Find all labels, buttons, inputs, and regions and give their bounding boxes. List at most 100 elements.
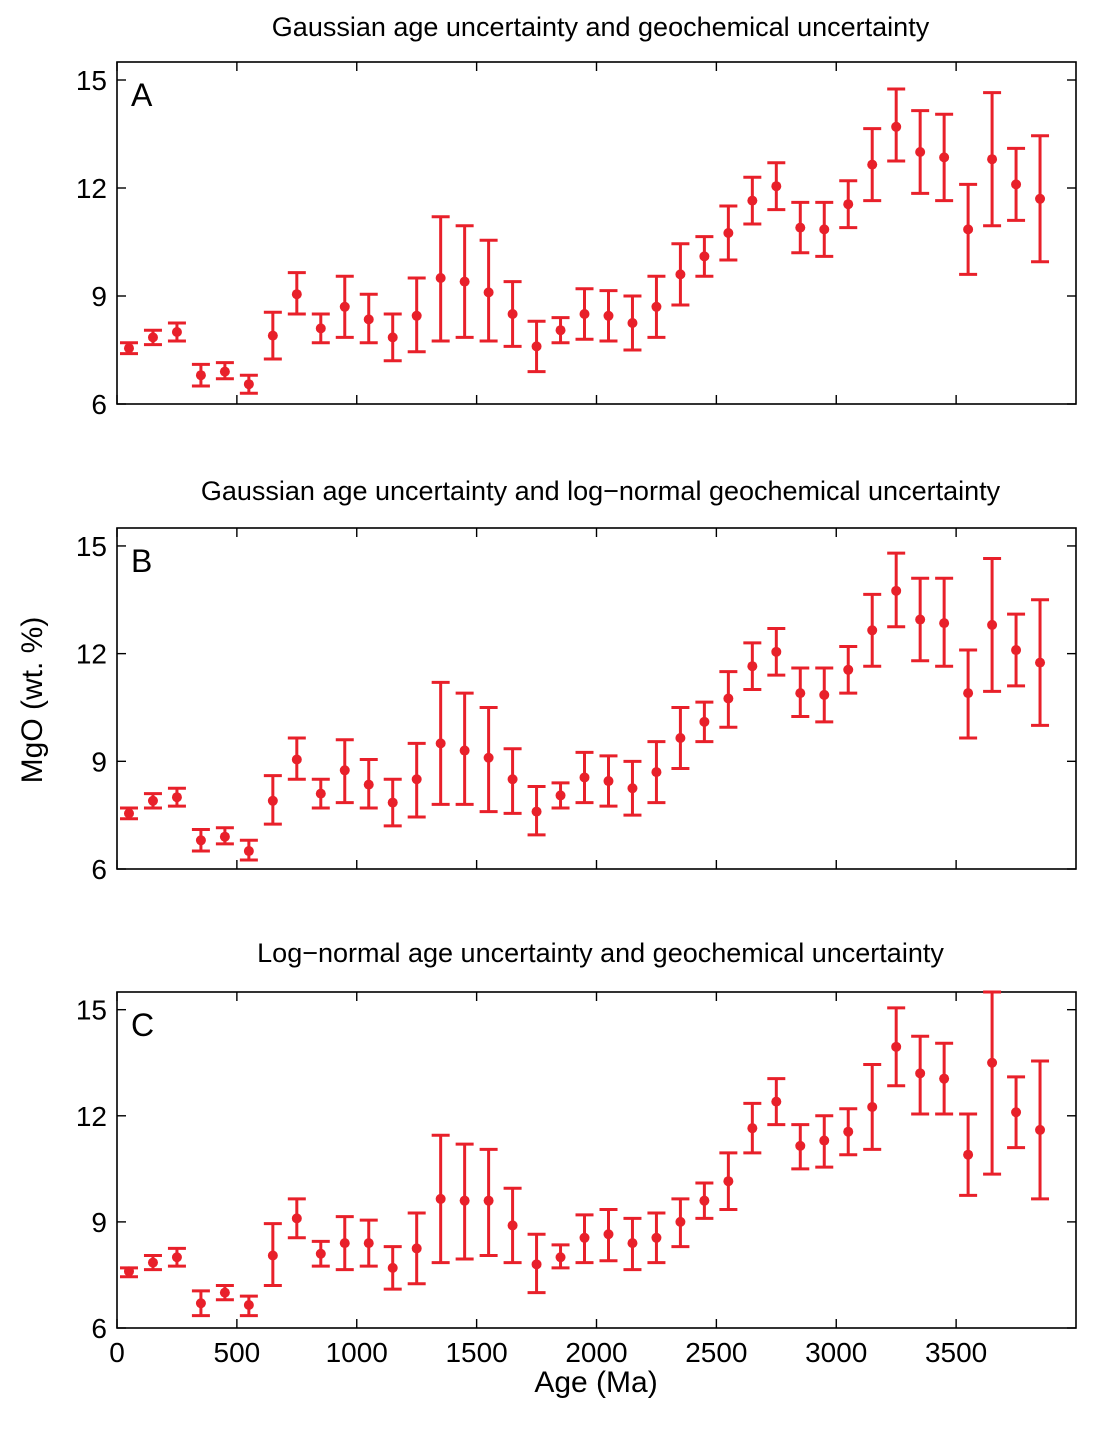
panel-title: Gaussian age uncertainty and log−normal … (201, 476, 1001, 506)
y-tick-label: 9 (91, 746, 107, 777)
data-point (915, 614, 926, 625)
data-point (651, 1232, 662, 1243)
panel-label: B (131, 543, 152, 579)
x-tick-label: 1000 (326, 1337, 388, 1368)
data-point (723, 1176, 734, 1187)
data-point (195, 835, 206, 846)
data-point (771, 1096, 782, 1107)
data-point (795, 222, 806, 233)
data-point (459, 745, 470, 756)
panel-label: A (131, 77, 153, 113)
data-point (267, 330, 278, 341)
y-tick-label: 15 (76, 995, 107, 1026)
data-point (579, 309, 590, 319)
data-point (939, 1073, 950, 1084)
error-bar (983, 990, 1002, 1176)
panels: Gaussian age uncertainty and geochemical… (76, 12, 1077, 1368)
data-point (675, 1216, 686, 1227)
data-point (483, 752, 494, 763)
data-point (363, 314, 374, 325)
axes-frame (116, 61, 1077, 405)
data-point (939, 618, 950, 629)
data-point (387, 332, 398, 343)
panel-label: C (131, 1007, 154, 1043)
data-point (579, 772, 590, 783)
data-point (819, 1135, 830, 1146)
data-point (867, 159, 878, 170)
data-point (963, 1149, 974, 1160)
data-point (243, 379, 254, 390)
data-point (939, 152, 950, 163)
data-point (603, 310, 614, 321)
y-tick-label: 9 (91, 281, 107, 312)
data-point (579, 1232, 590, 1243)
data-point (339, 1238, 350, 1249)
data-point (195, 370, 206, 381)
y-tick-label: 15 (76, 531, 107, 562)
data-point (147, 332, 158, 343)
data-point (339, 301, 350, 312)
data-point (651, 301, 662, 312)
data-point (1011, 1107, 1022, 1118)
data-point (123, 1266, 134, 1277)
data-point (987, 1057, 998, 1068)
data-point (147, 795, 158, 806)
data-point (171, 327, 182, 337)
data-point (339, 765, 350, 776)
data-point (915, 1068, 926, 1079)
data-point (1035, 657, 1046, 668)
data-point (507, 1220, 518, 1231)
data-point (651, 767, 662, 778)
data-point (387, 797, 398, 808)
data-point (843, 664, 854, 675)
data-point (291, 1213, 302, 1224)
x-axis-label: Age (Ma) (534, 1366, 657, 1399)
data-point (531, 806, 542, 817)
data-point (627, 783, 638, 794)
data-point (1035, 193, 1046, 204)
data-point (315, 323, 326, 334)
data-point (987, 154, 998, 165)
data-point (915, 147, 926, 157)
data-point (771, 646, 782, 657)
panel-title: Log−normal age uncertainty and geochemic… (257, 938, 944, 968)
data-point (1035, 1124, 1046, 1135)
data-point (147, 1257, 158, 1268)
data-point (795, 1140, 806, 1151)
data-point (435, 738, 446, 749)
data-point (747, 195, 758, 206)
data-point (843, 1126, 854, 1137)
data-point (267, 1250, 278, 1261)
x-tick-label: 3500 (925, 1337, 987, 1368)
data-point (483, 1195, 494, 1206)
y-tick-label: 12 (76, 639, 107, 670)
data-point (891, 585, 902, 596)
axes-frame (116, 991, 1077, 1329)
data-point (411, 774, 422, 785)
data-point (123, 343, 134, 354)
data-point (963, 224, 974, 235)
panel-a: Gaussian age uncertainty and geochemical… (76, 12, 1077, 420)
data-point (291, 289, 302, 300)
data-point (963, 688, 974, 699)
data-point (627, 318, 638, 328)
data-point (315, 788, 326, 799)
y-tick-label: 12 (76, 1101, 107, 1132)
data-point (123, 808, 134, 819)
data-point (675, 269, 686, 280)
data-point (411, 310, 422, 321)
y-tick-label: 6 (91, 854, 107, 885)
data-point (387, 1262, 398, 1273)
x-tick-label: 2000 (565, 1337, 627, 1368)
data-point (363, 1238, 374, 1249)
y-tick-label: 12 (76, 173, 107, 204)
data-point (819, 689, 830, 700)
y-tick-label: 6 (91, 1313, 107, 1344)
data-point (459, 276, 470, 287)
data-point (507, 774, 518, 785)
data-point (435, 1193, 446, 1204)
data-point (675, 732, 686, 743)
y-axis-label: MgO (wt. %) (16, 617, 49, 784)
data-point (315, 1248, 326, 1259)
data-point (483, 287, 494, 298)
